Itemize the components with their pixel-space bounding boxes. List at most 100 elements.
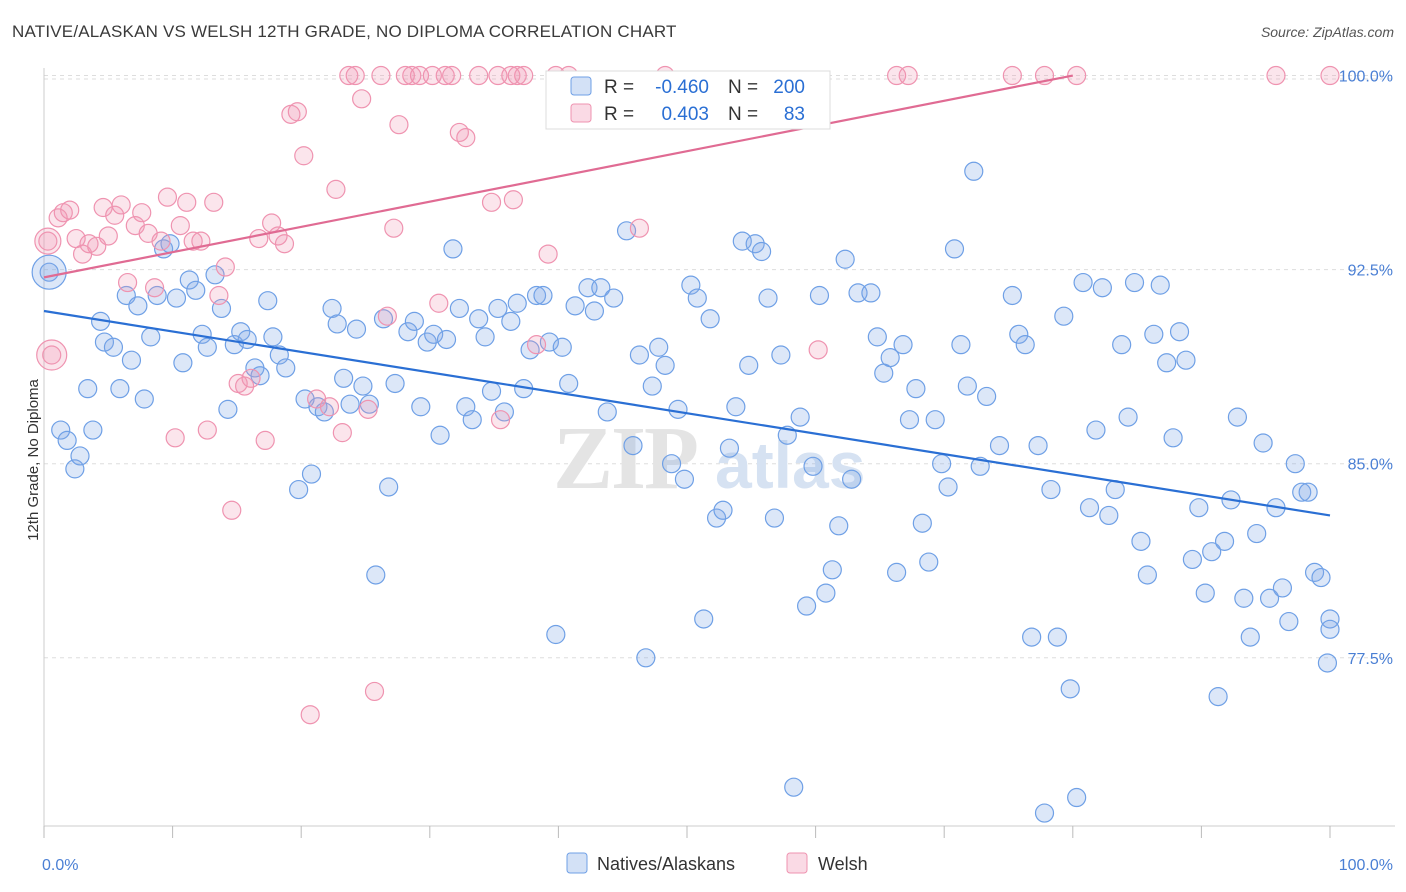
native-point (951, 335, 971, 355)
legend-blue-swatch (570, 76, 592, 96)
native-point (475, 327, 495, 347)
native-point (462, 410, 482, 430)
welsh-point (352, 89, 372, 109)
native-point (404, 311, 424, 331)
native-point (938, 477, 958, 497)
native-point (1028, 435, 1048, 456)
native-point (1131, 531, 1151, 551)
welsh-point (507, 65, 527, 86)
native-point (944, 239, 965, 259)
native-point (218, 399, 238, 419)
native-point (340, 394, 360, 414)
legend-pink-n-value: 83 (784, 104, 805, 125)
native-point (1137, 565, 1157, 585)
legend-blue-n-value: 200 (773, 77, 805, 98)
native-point (636, 648, 656, 668)
welsh-point (42, 345, 62, 365)
native-point (1163, 428, 1183, 448)
welsh-point (395, 65, 415, 86)
native-point (1047, 627, 1067, 647)
native-point (166, 288, 187, 308)
native-point (51, 420, 71, 440)
native-point (726, 397, 746, 417)
legend-pink-r-value: 0.403 (661, 104, 709, 125)
native-point (205, 265, 225, 285)
native-point (301, 464, 322, 484)
legend-blue-n-label: N = (728, 77, 758, 98)
native-point (1073, 272, 1093, 293)
welsh-point (98, 226, 118, 246)
native-point (1234, 588, 1254, 608)
native-point (1099, 505, 1119, 526)
native-point (1015, 335, 1035, 355)
welsh-point (377, 306, 397, 326)
welsh-point (389, 115, 409, 135)
axes-layer (43, 68, 1395, 838)
welsh-point (526, 335, 547, 355)
native-point (1272, 578, 1293, 598)
native-point (796, 596, 817, 616)
native-point (1292, 482, 1312, 502)
welsh-point (319, 397, 340, 417)
welsh-point (197, 420, 217, 440)
native-point (103, 337, 124, 357)
native-point (57, 430, 77, 451)
native-point (745, 234, 765, 254)
welsh-point (345, 65, 365, 86)
native-point (353, 376, 373, 396)
welsh-point (60, 200, 80, 220)
native-point (417, 332, 437, 352)
native-point (1182, 549, 1202, 570)
native-point (565, 296, 585, 316)
native-point-large (31, 254, 67, 290)
native-point (989, 435, 1010, 456)
native-point (83, 420, 103, 440)
native-point (398, 322, 418, 342)
welsh-trend-line (43, 74, 1074, 279)
native-point (919, 552, 939, 572)
welsh-point (358, 399, 378, 419)
native-point (231, 322, 251, 342)
native-point (1227, 407, 1248, 427)
native-point (78, 379, 98, 399)
bottom-legend-natives: Natives/Alaskans (597, 854, 735, 874)
native-point (1240, 627, 1260, 647)
native-point (334, 368, 354, 388)
welsh-point (456, 128, 476, 148)
native-point (1157, 353, 1177, 373)
native-point (719, 438, 740, 458)
native-point (327, 314, 347, 334)
native-point (379, 477, 399, 497)
bottom-legend-blue-swatch (566, 852, 588, 874)
chart-title: NATIVE/ALASKAN VS WELSH 12TH GRADE, NO D… (12, 22, 677, 41)
native-point (584, 301, 605, 321)
native-point (1320, 619, 1340, 639)
native-point (258, 291, 278, 311)
legend-pink-n-label: N = (728, 104, 758, 125)
native-point (713, 500, 733, 520)
native-point (1195, 583, 1215, 603)
x-tick-label: 0.0% (42, 857, 78, 874)
welsh-point (157, 187, 178, 207)
native-point (893, 335, 913, 355)
native-point (179, 270, 199, 290)
welsh-point (449, 122, 469, 143)
native-point (1067, 787, 1087, 808)
series-legend: Natives/Alaskans Welsh (566, 852, 868, 874)
native-point (1304, 562, 1325, 582)
welsh-point (204, 192, 224, 212)
native-point (1118, 407, 1138, 427)
native-point (842, 469, 862, 489)
native-point (1298, 482, 1318, 502)
native-point (687, 288, 707, 308)
native-point (1112, 335, 1132, 355)
native-point (591, 278, 611, 298)
welsh-point (222, 500, 242, 520)
native-point (758, 288, 778, 308)
native-point (449, 298, 469, 319)
native-point (322, 298, 342, 319)
watermark-atlas: atlas (715, 428, 865, 502)
welsh-point (255, 430, 275, 451)
welsh-point (1002, 65, 1022, 86)
